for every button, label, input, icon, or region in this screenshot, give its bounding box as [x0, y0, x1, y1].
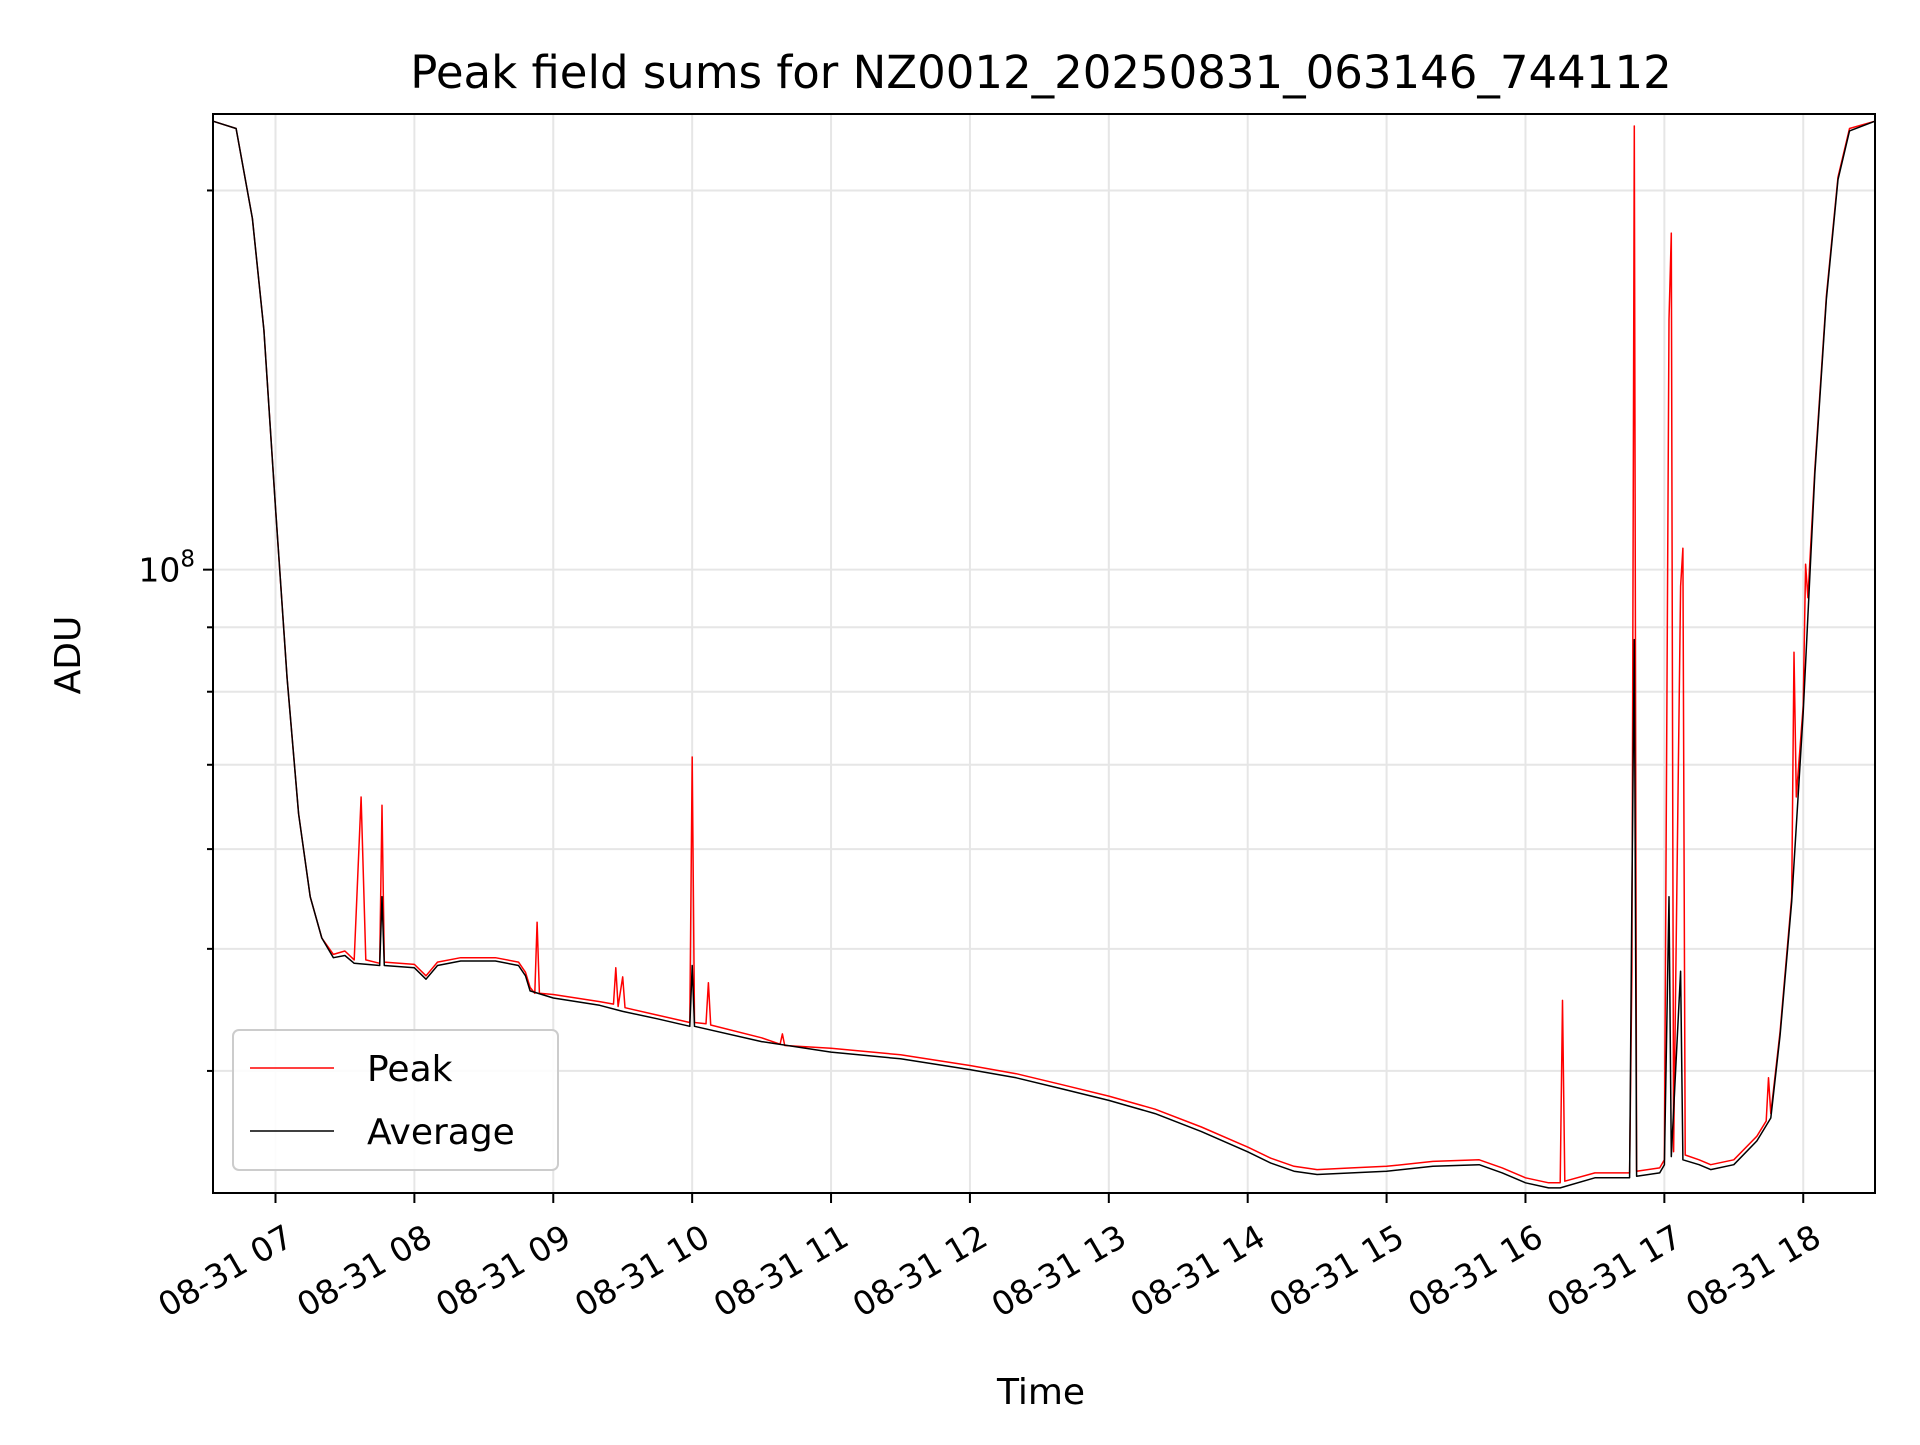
grid-layer	[213, 114, 1875, 1193]
y-axis-label: ADU	[48, 616, 89, 695]
legend-label-peak: Peak	[367, 1049, 453, 1090]
chart-title: Peak field sums for NZ0012_20250831_0631…	[410, 46, 1671, 99]
y-tick-label: 108	[138, 547, 195, 590]
legend: Peak Average	[232, 1029, 559, 1171]
series-layer	[212, 120, 1876, 1189]
legend-label-average: Average	[367, 1112, 515, 1153]
y-tick-label-exponent: 8	[180, 547, 195, 573]
series-line-average	[212, 120, 1876, 1189]
legend-box	[232, 1029, 559, 1171]
y-tick-label-base: 10	[138, 551, 180, 590]
x-axis-label: Time	[996, 1372, 1085, 1413]
series-line-peak	[212, 120, 1876, 1184]
plot-frame	[212, 113, 1876, 1194]
